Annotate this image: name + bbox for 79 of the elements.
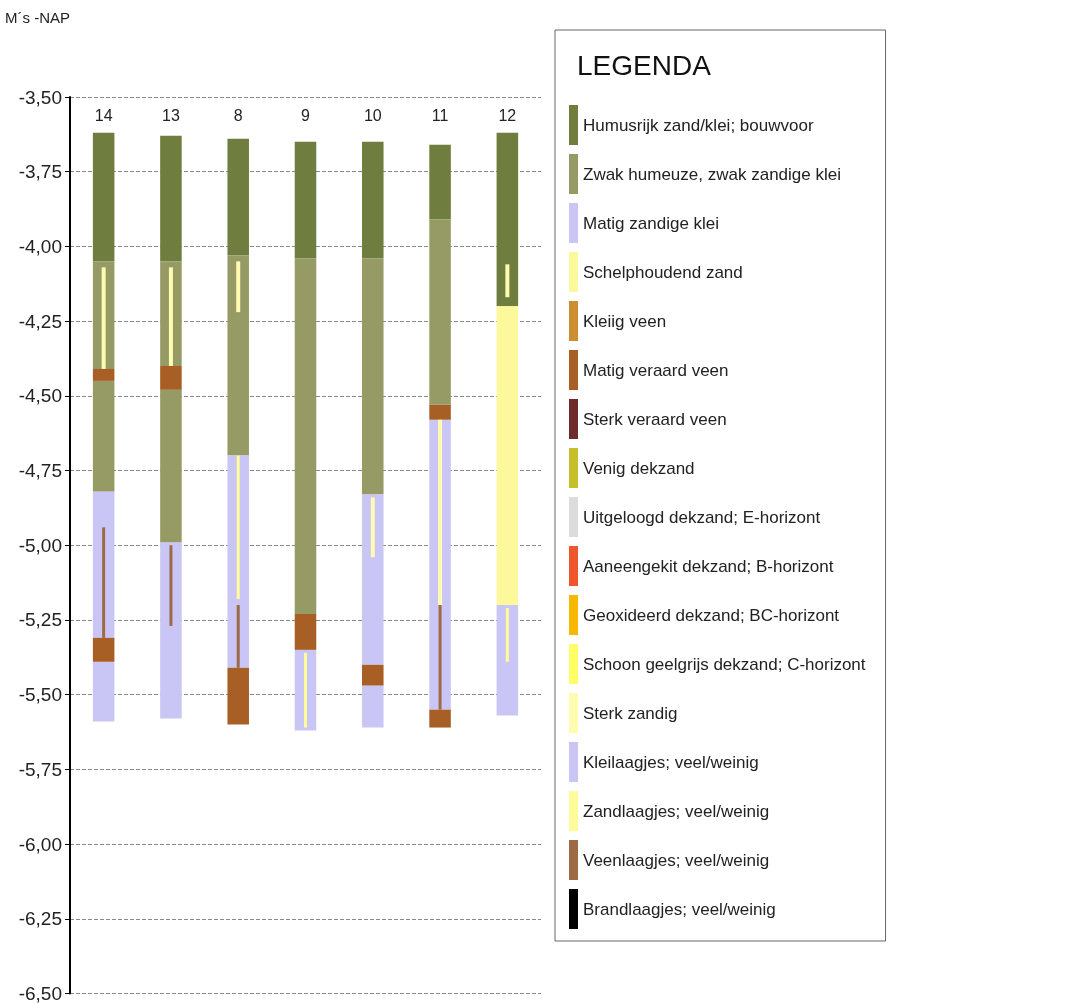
x-tick-label: 9	[301, 106, 311, 124]
bar	[438, 419, 443, 606]
bar	[362, 494, 384, 665]
bar	[438, 605, 442, 710]
bar	[160, 365, 182, 390]
y-tick-label: -4,50	[18, 385, 62, 407]
y-tick-label: -4,00	[18, 235, 62, 257]
y-tick-label: -6,25	[18, 908, 62, 930]
legend-label: Sterk zandig	[583, 703, 678, 723]
bar	[169, 545, 173, 626]
bar	[101, 267, 106, 369]
bar	[505, 264, 510, 298]
y-tick-label: -3,75	[18, 161, 62, 183]
legend-label: Matig zandige klei	[583, 213, 720, 233]
y-axis-title: M´s -NAP	[5, 9, 70, 26]
x-tick-label: 11	[431, 106, 449, 124]
legend-label: Kleiig veen	[583, 311, 667, 331]
x-tick-label: 13	[162, 106, 180, 124]
bar	[429, 219, 451, 405]
x-tick-label: 8	[233, 106, 243, 124]
y-tick-label: -6,00	[18, 833, 62, 855]
legend-label: Aaneengekit dekzand; B-horizont	[583, 556, 834, 576]
x-tick-label: 12	[498, 106, 517, 124]
legend-label: Humusrijk zand/klei; bouwvoor	[583, 115, 814, 135]
legend-label: Matig veraard veen	[583, 360, 729, 380]
y-tick-label: -5,50	[18, 684, 62, 706]
bar	[429, 709, 451, 728]
y-tick-label: -5,00	[18, 534, 62, 556]
bar	[362, 141, 384, 259]
bar	[429, 404, 451, 420]
bar	[92, 661, 115, 722]
x-tick-label: 14	[94, 106, 113, 124]
bar	[160, 389, 182, 543]
bar	[92, 132, 115, 262]
legend-label: Schelphoudend zand	[583, 262, 743, 282]
bar	[429, 144, 451, 220]
bar	[92, 637, 115, 662]
x-tick-label: 10	[363, 106, 382, 124]
y-tick-label: -3,50	[18, 86, 62, 108]
legend-label: Brandlaagjes; veel/weinig	[583, 899, 776, 919]
bar	[362, 685, 384, 728]
legend-label: Uitgeloogd dekzand; E-horizont	[583, 507, 821, 527]
y-tick-label: -4,25	[18, 310, 62, 332]
bar	[294, 258, 317, 614]
bar	[304, 652, 307, 728]
legend-label: Zwak humeuze, zwak zandige klei	[583, 164, 841, 184]
bar	[294, 613, 317, 650]
bar	[496, 306, 519, 606]
bar	[160, 542, 182, 719]
legend-label: Venig dekzand	[583, 458, 695, 478]
y-tick-label: -5,25	[18, 609, 62, 631]
bar	[227, 255, 249, 456]
bar	[505, 608, 509, 662]
bar	[362, 664, 384, 686]
legend-label: Sterk veraard veen	[583, 409, 727, 429]
bar	[102, 527, 106, 638]
y-tick-label: -5,75	[18, 758, 62, 780]
legend-label: Geoxideerd dekzand; BC-horizont	[583, 605, 840, 625]
bar	[496, 605, 519, 716]
legend-label: Zandlaagjes; veel/weinig	[583, 801, 770, 821]
y-tick-label: -6,50	[18, 983, 62, 1003]
bar	[92, 368, 115, 381]
bar	[236, 605, 240, 668]
bar	[168, 267, 173, 366]
legend-label: Kleilaagjes; veel/weinig	[583, 752, 759, 772]
bar	[370, 497, 375, 558]
bar	[160, 135, 182, 262]
legend-title: LEGENDA	[577, 49, 712, 81]
y-tick-label: -4,75	[18, 460, 62, 482]
bar	[227, 138, 249, 256]
bar	[92, 380, 115, 492]
bar	[236, 261, 241, 313]
bar	[362, 258, 384, 495]
bar	[294, 141, 317, 259]
bar	[496, 132, 519, 307]
legend-label: Veenlaagjes; veel/weinig	[583, 850, 770, 870]
bar	[236, 455, 240, 600]
bar	[227, 667, 249, 725]
legend-label: Schoon geelgrijs dekzand; C-horizont	[583, 654, 866, 674]
